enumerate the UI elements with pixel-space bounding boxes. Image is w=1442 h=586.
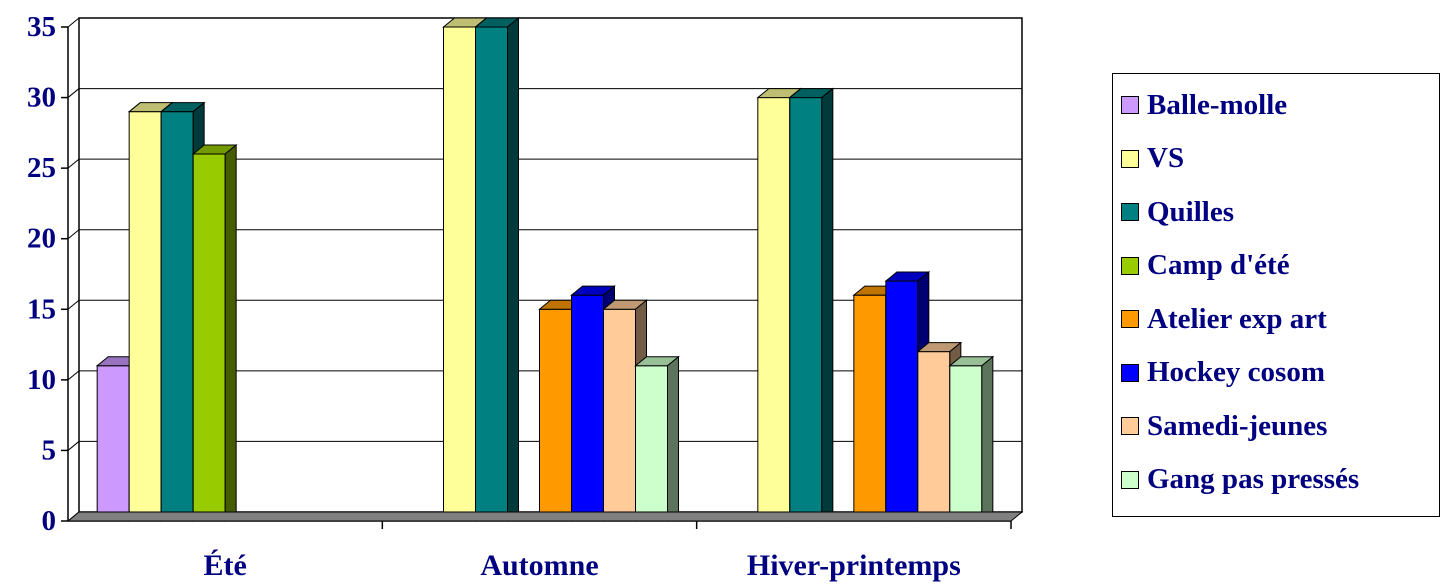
category-label: Hiver-printemps [747, 549, 961, 582]
bar [948, 355, 995, 523]
category-label: Été [204, 549, 247, 582]
legend-item: Hockey cosom [1121, 353, 1325, 393]
legend-label: Atelier exp art [1147, 302, 1327, 335]
bar [634, 355, 680, 523]
legend-item: Samedi-jeunes [1121, 406, 1327, 446]
legend-label: VS [1147, 142, 1185, 174]
gridline-side [67, 88, 80, 98]
legend-swatch [1121, 470, 1139, 489]
legend-label: Gang pas pressés [1147, 463, 1360, 495]
bar [788, 87, 835, 523]
legend-item: VS [1121, 139, 1184, 179]
gridline-side [67, 17, 80, 28]
y-tick-label: 5 [42, 434, 57, 466]
legend-item: Gang pas pressés [1121, 460, 1359, 500]
legend-item: Atelier exp art [1121, 299, 1327, 339]
legend-label: Camp d'été [1147, 249, 1290, 281]
y-tick-label: 25 [27, 152, 56, 184]
legend-swatch [1121, 256, 1139, 275]
legend-label: Hockey cosom [1147, 356, 1325, 388]
legend-swatch [1121, 363, 1139, 382]
legend-swatch [1121, 96, 1139, 114]
legend-item: Camp d'été [1121, 246, 1290, 286]
gridline-side [67, 299, 80, 310]
gridline-side [67, 229, 80, 240]
y-tick-label: 35 [27, 11, 56, 43]
category-label: Automne [480, 549, 598, 582]
gridline-side [67, 158, 80, 169]
bar [191, 143, 238, 523]
legend-item: Balle-molle [1121, 85, 1287, 125]
legend-label: Quilles [1147, 195, 1235, 228]
floor [66, 511, 1024, 522]
y-tick-label: 20 [27, 223, 56, 255]
legend-label: Samedi-jeunes [1147, 409, 1328, 442]
y-tick-label: 10 [27, 364, 56, 396]
gridline-side [67, 370, 80, 381]
legend-label: Balle-molle [1147, 88, 1288, 121]
bar [474, 16, 520, 523]
y-tick-label: 0 [42, 505, 57, 537]
legend-swatch [1121, 149, 1139, 168]
y-tick-label: 30 [27, 82, 56, 114]
y-tick-label: 15 [27, 293, 56, 325]
legend-swatch [1121, 310, 1139, 328]
chart-legend: Balle-molle VS Quilles Camp d'été Atelier ex… [1112, 73, 1440, 517]
legend-swatch [1121, 203, 1139, 221]
gridline-side [67, 441, 80, 451]
legend-swatch [1121, 417, 1139, 435]
legend-item: Quilles [1121, 192, 1234, 232]
